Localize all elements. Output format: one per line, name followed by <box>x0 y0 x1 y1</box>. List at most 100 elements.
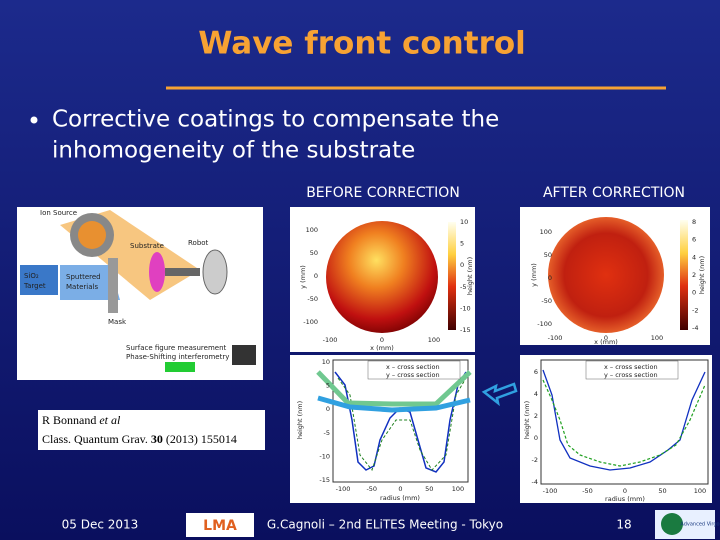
diagram-label: Ion Source <box>40 209 77 217</box>
bullet-text: inhomogeneity of the substrate <box>52 138 415 164</box>
y-tick-label: -15 <box>319 476 330 484</box>
x-tick-label: 50 <box>658 487 666 495</box>
colorbar-tick-label: -15 <box>460 326 471 334</box>
arrow <box>481 382 518 407</box>
x-axis-label: radius (mm) <box>380 494 420 502</box>
x-tick-label: -100 <box>543 487 558 495</box>
y-tick-label: 4 <box>534 390 538 398</box>
y-tick-label: -100 <box>537 320 552 328</box>
colorbar-tick-label: 6 <box>692 236 696 244</box>
reference: R Bonnand et al Class. Quantum Grav. 30 … <box>38 410 265 450</box>
plot-frame <box>332 359 469 483</box>
y-tick-label: 50 <box>310 249 318 257</box>
diagram-label: Materials <box>66 283 98 291</box>
logo-mark <box>661 513 683 535</box>
y-tick-label: -2 <box>532 456 538 464</box>
x-tick-label: 100 <box>651 334 663 342</box>
y-tick-label: 5 <box>326 382 330 390</box>
x-tick-label: 100 <box>452 485 464 493</box>
colorbar-tick-label: -4 <box>692 324 698 332</box>
y-tick-label: 10 <box>322 358 330 366</box>
plot-frame <box>540 359 709 485</box>
y-tick-label: 50 <box>544 251 552 259</box>
y-tick-label: -10 <box>319 452 330 460</box>
diagram-label: Sputtered <box>66 273 101 281</box>
y-axis-label: y (mm) <box>299 265 307 289</box>
footer-page: 18 <box>616 518 631 532</box>
legend-box <box>367 360 461 380</box>
legend-entry: x – cross section <box>386 363 440 371</box>
after-map <box>548 217 664 333</box>
overlay <box>317 395 471 413</box>
legend-entry: y – cross section <box>386 371 440 379</box>
x-tick-label: 0 <box>380 336 384 344</box>
x-tick-label: -50 <box>366 485 377 493</box>
diagram-label: SiO₂ <box>24 272 39 280</box>
legend-entry: y – cross section <box>604 371 658 379</box>
x-tick-label: 0 <box>398 485 402 493</box>
x-axis-label: x (mm) <box>594 338 618 346</box>
y-tick-label: 6 <box>534 368 538 376</box>
y-axis-label: height (nm) <box>296 401 304 439</box>
y-axis-label: height (nm) <box>523 401 531 439</box>
colorbar-tick-label: 8 <box>692 218 696 226</box>
diagram-label: Substrate <box>130 242 164 250</box>
legend-box <box>585 360 679 380</box>
colorbar-tick-label: 2 <box>692 271 696 279</box>
before-map <box>326 221 438 333</box>
y-tick-label: -4 <box>532 478 538 486</box>
before-label: BEFORE CORRECTION <box>306 185 460 201</box>
colorbar-tick-label: -2 <box>692 306 698 314</box>
colorbar-label: height (nm) <box>466 257 474 295</box>
y-tick-label: 0 <box>548 274 552 282</box>
y-tick-label: -50 <box>541 297 552 305</box>
y-tick-label: 0 <box>534 434 538 442</box>
bullet-dot <box>30 116 38 124</box>
colorbar <box>680 220 688 330</box>
x-tick-label: 100 <box>694 487 706 495</box>
x-axis-label: x (mm) <box>370 344 394 352</box>
curve <box>542 379 706 467</box>
y-axis-label: y (mm) <box>530 263 538 287</box>
legend-entry: x – cross section <box>604 363 658 371</box>
logo <box>186 513 254 537</box>
x-tick-label: 0 <box>623 487 627 495</box>
colorbar-tick-label: 0 <box>460 261 464 269</box>
logo-text: LMA <box>203 518 237 534</box>
x-tick-label: -100 <box>336 485 351 493</box>
y-tick-label: -50 <box>307 295 318 303</box>
colorbar-label: height (nm) <box>698 256 706 294</box>
y-tick-label: 100 <box>306 226 318 234</box>
colorbar-tick-label: 10 <box>460 218 468 226</box>
diagram-label: Mask <box>108 318 127 326</box>
x-tick-label: -100 <box>548 334 563 342</box>
y-tick-label: 100 <box>540 228 552 236</box>
diagram-label: Robot <box>188 239 209 247</box>
y-tick-label: -5 <box>324 429 330 437</box>
bullet-text: Corrective coatings to compensate the <box>52 107 499 133</box>
colorbar-tick-label: -10 <box>460 304 471 312</box>
diagram-label: Phase-Shifting interferometry <box>126 353 229 361</box>
reference-journal: Class. Quantum Grav. 30 (2013) 155014 <box>42 432 237 446</box>
x-tick-label: 50 <box>425 485 433 493</box>
diagram-label: Target <box>23 282 46 290</box>
x-tick-label: 100 <box>428 336 440 344</box>
after-label: AFTER CORRECTION <box>543 185 685 201</box>
reference-authors: R Bonnand et al <box>42 413 121 427</box>
y-tick-label: 0 <box>314 272 318 280</box>
before-section-panel <box>290 355 475 503</box>
colorbar-tick-label: -5 <box>460 283 466 291</box>
y-tick-label: -100 <box>303 318 318 326</box>
y-tick-label: 2 <box>534 412 538 420</box>
diagram-label: Surface figure measurement <box>126 344 227 352</box>
after-section-panel <box>520 355 712 503</box>
logo-text: Advanced Virgo <box>680 522 719 528</box>
colorbar <box>448 222 456 330</box>
footer-presenter: G.Cagnoli – 2nd ELiTES Meeting - Tokyo <box>267 518 503 532</box>
colorbar-tick-label: 0 <box>692 289 696 297</box>
footer-date: 05 Dec 2013 <box>62 518 139 532</box>
x-tick-label: -50 <box>582 487 593 495</box>
y-tick-label: 0 <box>326 405 330 413</box>
